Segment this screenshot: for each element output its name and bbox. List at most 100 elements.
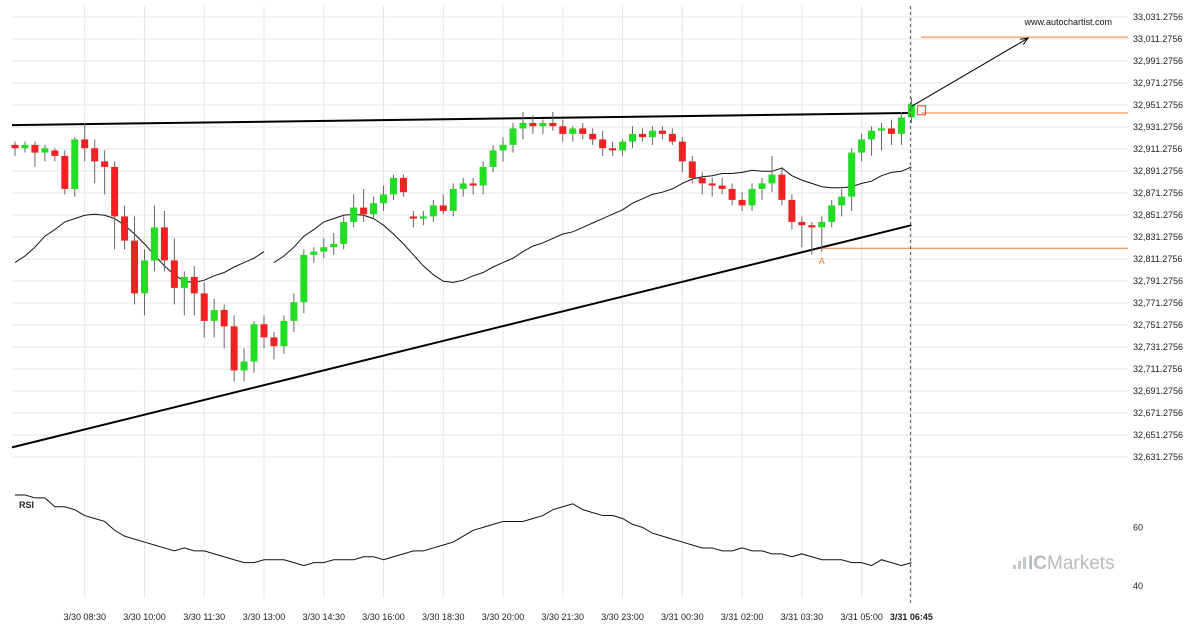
candle-body [748, 188, 756, 206]
candle [51, 148, 59, 162]
candle-body [429, 205, 437, 217]
candle [897, 111, 905, 145]
candle [300, 249, 308, 314]
rsi-layer [15, 494, 912, 567]
candle [818, 216, 826, 252]
candle-body [389, 177, 397, 195]
candle-body [21, 144, 29, 149]
candle [419, 210, 427, 226]
candle [210, 298, 218, 338]
candle [529, 115, 537, 134]
candle-body [380, 194, 388, 204]
candle-body [638, 133, 646, 138]
candle [648, 126, 656, 145]
candle [718, 177, 726, 195]
x-tick-label: 3/30 14:30 [302, 612, 345, 622]
candle [658, 126, 666, 140]
candle [828, 199, 836, 228]
x-tick-label: 3/31 03:30 [781, 612, 824, 622]
candle-body [51, 150, 59, 156]
candle [389, 174, 397, 200]
x-tick-label: 3/30 08:30 [63, 612, 106, 622]
rsi-label: RSI [19, 500, 34, 510]
moving-average-line-left [14, 213, 265, 283]
x-tick-label: 3/30 16:00 [362, 612, 405, 622]
candle-body [599, 139, 607, 149]
candle-body [658, 130, 666, 134]
candle-body [579, 128, 587, 134]
candle-body [300, 254, 308, 303]
candle [619, 139, 627, 156]
candle-body [798, 221, 806, 226]
candle [439, 194, 447, 215]
candle [708, 177, 716, 197]
point-label-a: A [819, 256, 825, 266]
candle-body [320, 247, 328, 252]
y-tick-label: 33,031.2756 [1133, 12, 1183, 22]
candle [489, 144, 497, 173]
candle-body [121, 216, 129, 241]
candle [260, 315, 268, 349]
candle [728, 183, 736, 206]
candle-body [907, 104, 915, 118]
candle [140, 249, 148, 316]
candle-body [41, 148, 49, 153]
candle [887, 119, 895, 145]
y-tick-label: 32,751.2756 [1133, 320, 1183, 330]
candle [449, 183, 457, 217]
candle-body [648, 130, 656, 138]
candle-body [519, 122, 527, 129]
y-tick-label: 32,711.2756 [1133, 364, 1182, 374]
candle-body [360, 207, 368, 215]
x-tick-label: 3/31 00:30 [661, 612, 704, 622]
candle-body [868, 130, 876, 140]
x-axis: 3/30 08:30 3/30 10:00 3/30 11:30 3/30 13:00… [63, 612, 932, 622]
y-tick-label: 32,771.2756 [1133, 298, 1183, 308]
candle-body [718, 185, 726, 189]
candle [31, 141, 39, 167]
candle-body [190, 276, 198, 294]
candle [270, 331, 278, 360]
forecast-arrow-head [1020, 37, 1030, 45]
watermark-url[interactable]: www.autochartist.com [1023, 17, 1112, 27]
candle-body [350, 207, 358, 222]
candle-body [489, 150, 497, 167]
candle [907, 97, 915, 123]
candle-body [170, 260, 178, 288]
candle-body [569, 128, 577, 134]
candle [330, 232, 338, 255]
brand-logo: ICMarkets [1013, 553, 1115, 574]
y-tick-label: 32,731.2756 [1133, 342, 1183, 352]
candle [469, 177, 477, 195]
candle [21, 141, 29, 153]
candle-body [838, 196, 846, 206]
candle [668, 128, 676, 145]
candle-body [788, 199, 796, 222]
candle [808, 221, 816, 255]
y-tick-label: 32,831.2756 [1133, 232, 1183, 242]
candle [858, 133, 866, 162]
y-tick-label: 32,851.2756 [1133, 210, 1183, 220]
candle [519, 111, 527, 140]
candle-body [539, 122, 547, 127]
candle [190, 265, 198, 316]
candle [111, 161, 119, 250]
candle [320, 238, 328, 259]
candle-body [280, 320, 288, 347]
candle [868, 126, 876, 156]
candle-body [419, 216, 427, 219]
candle-body [848, 152, 856, 197]
gridlines [12, 6, 1128, 598]
rsi-y-axis: 60 40 [1133, 522, 1143, 591]
current-price-marker [916, 105, 926, 116]
x-tick-label: 3/31 06:45 [890, 612, 933, 622]
candle-body [260, 324, 268, 338]
candle-body [808, 225, 816, 228]
candle [459, 177, 467, 197]
x-tick-label: 3/31 02:00 [721, 612, 764, 622]
candle [170, 238, 178, 305]
candle-body [131, 240, 139, 294]
candle-body [250, 324, 258, 362]
candle [798, 216, 806, 248]
